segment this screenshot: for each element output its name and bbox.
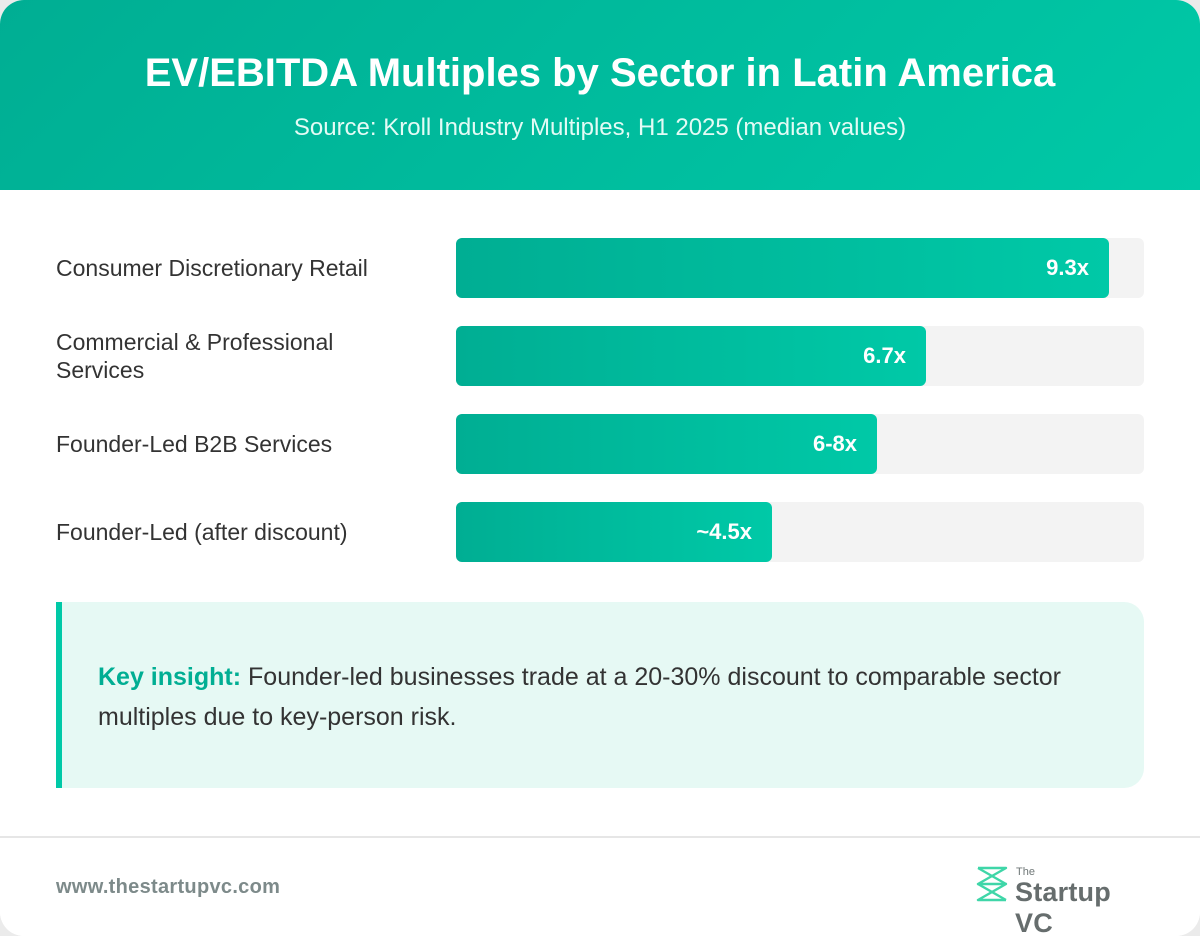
logo-small-text: The bbox=[1016, 866, 1035, 878]
category-label: Founder-Led B2B Services bbox=[56, 431, 333, 457]
bar-value-label: 9.3x bbox=[1046, 255, 1089, 280]
category-label: Consumer Discretionary Retail bbox=[56, 255, 368, 281]
bar bbox=[456, 326, 926, 386]
bar bbox=[456, 238, 1109, 298]
category-label: Commercial & Professional Services bbox=[56, 329, 334, 383]
startup-vc-logo-icon bbox=[976, 866, 1008, 902]
bar-chart: Consumer Discretionary Retail 9.3x Commerc… bbox=[56, 238, 1144, 562]
bar-value-label: 6.7x bbox=[863, 343, 906, 368]
chart-title: EV/EBITDA Multiples by Sector in Latin A… bbox=[144, 51, 1056, 95]
key-insight-text: Key insight: Founder-led businesses trad… bbox=[98, 657, 1118, 737]
logo-name: Startup VC bbox=[1015, 877, 1111, 936]
bar-track: 9.3x bbox=[456, 238, 1144, 298]
bar bbox=[456, 502, 772, 562]
bar-track: 6.7x bbox=[456, 326, 1144, 386]
category-label: Founder-Led (after discount) bbox=[56, 519, 348, 545]
bar-value-label: 6-8x bbox=[812, 431, 857, 456]
key-insight-lead: Key insight: bbox=[98, 663, 242, 691]
bar-track: 6-8x bbox=[456, 414, 1144, 474]
key-insight-body: Founder-led businesses trade at a 20-30%… bbox=[98, 663, 1061, 731]
bar-value-label: ~4.5x bbox=[696, 519, 752, 544]
bar-track: ~4.5x bbox=[456, 502, 1144, 562]
bar bbox=[456, 414, 877, 474]
footer: www.thestartupvc.com The Startup VC bbox=[0, 836, 1200, 936]
chart-subtitle: Source: Kroll Industry Multiples, H1 202… bbox=[293, 114, 907, 141]
header-banner: EV/EBITDA Multiples by Sector in Latin A… bbox=[0, 0, 1200, 190]
website-link[interactable]: www.thestartupvc.com bbox=[56, 876, 281, 898]
startup-vc-logo: The Startup VC bbox=[975, 862, 1150, 936]
key-insight-box: Key insight: Founder-led businesses trad… bbox=[56, 602, 1144, 788]
